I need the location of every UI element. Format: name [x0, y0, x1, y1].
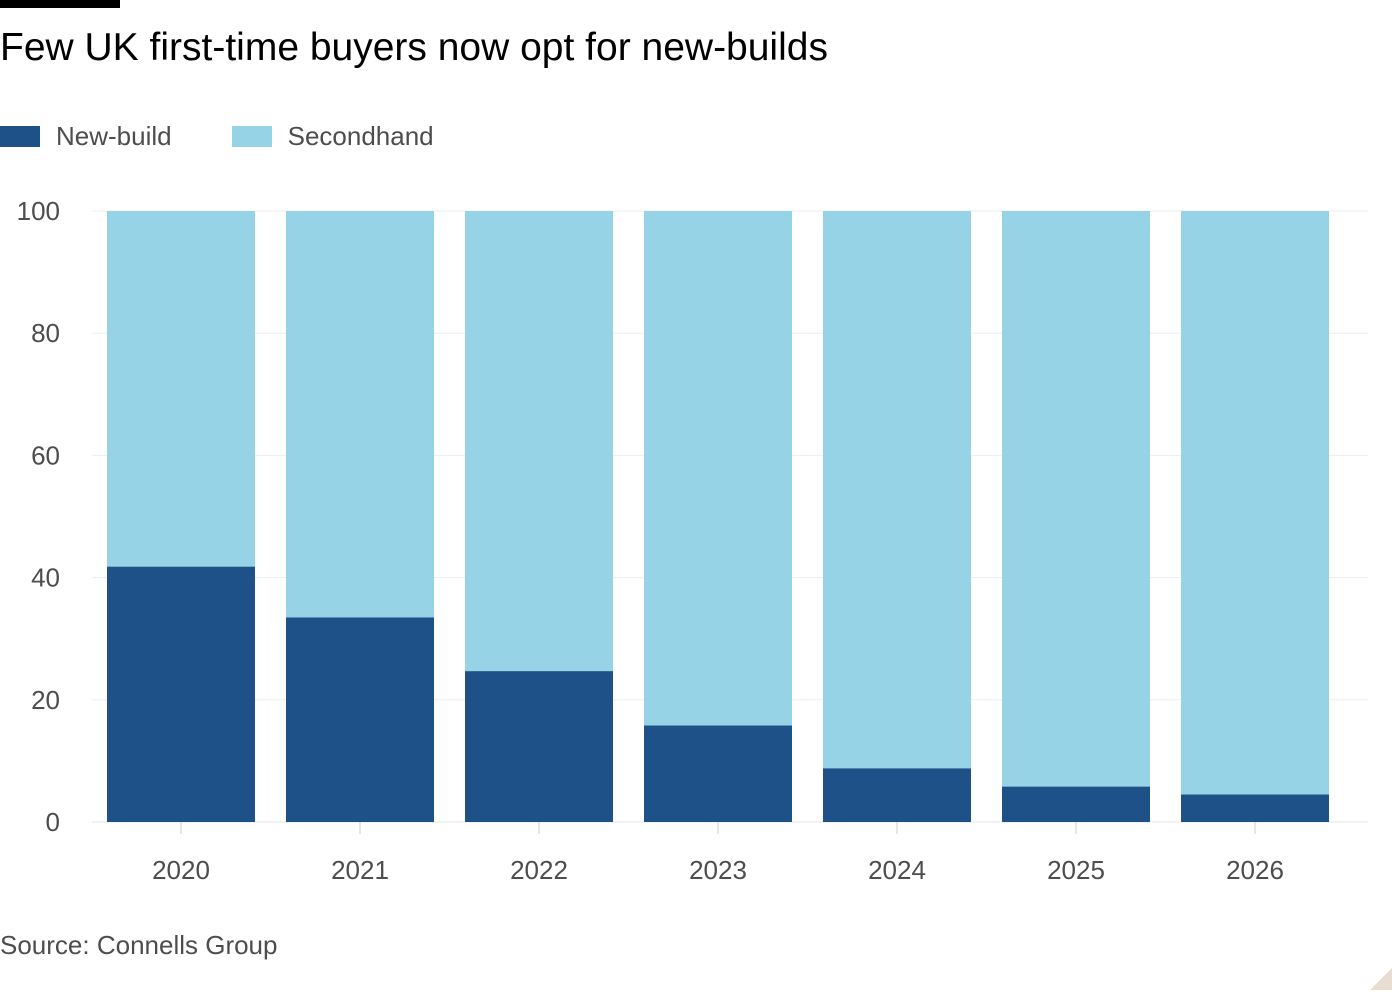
chart-title: Few UK first-time buyers now opt for new…	[0, 26, 828, 69]
corner-mark-icon	[1370, 968, 1392, 990]
bar-secondhand-2025	[1002, 211, 1150, 787]
x-tick-label: 2024	[868, 855, 926, 885]
y-tick-label: 80	[31, 318, 60, 348]
x-tick-label: 2020	[152, 855, 210, 885]
bar-new-build-2026	[1181, 794, 1329, 822]
legend-label-new-build: New-build	[56, 120, 172, 151]
bar-secondhand-2024	[823, 211, 971, 769]
x-tick-label: 2025	[1047, 855, 1105, 885]
legend-label-secondhand: Secondhand	[287, 120, 434, 151]
bar-new-build-2022	[465, 671, 613, 822]
y-tick-label: 100	[17, 196, 60, 226]
bar-new-build-2023	[644, 725, 792, 822]
bar-new-build-2021	[286, 617, 434, 822]
bar-new-build-2024	[823, 768, 971, 822]
y-tick-label: 60	[31, 440, 60, 470]
stacked-bar-chart: 0 20 40 60 80 100 2020 2021 2022 2023 2024 2025 2026	[17, 196, 1368, 885]
x-tick-label: 2023	[689, 855, 747, 885]
bar-new-build-2025	[1002, 786, 1150, 822]
y-tick-label: 0	[46, 807, 60, 837]
legend: New-build Secondhand	[0, 118, 494, 154]
bar-secondhand-2021	[286, 211, 434, 618]
legend-item-secondhand: Secondhand	[231, 120, 434, 152]
bar-secondhand-2023	[644, 211, 792, 726]
y-tick-label: 40	[31, 563, 60, 593]
legend-item-new-build: New-build	[0, 121, 172, 152]
x-tick-label: 2021	[331, 855, 389, 885]
x-tick-label: 2022	[510, 855, 568, 885]
bar-secondhand-2026	[1181, 211, 1329, 795]
legend-swatch-secondhand	[231, 125, 272, 147]
y-tick-label: 20	[31, 685, 60, 715]
legend-swatch-new-build	[0, 125, 40, 147]
source-note: Source: Connells Group	[0, 930, 278, 960]
bar-new-build-2020	[107, 566, 255, 822]
brand-bar	[0, 0, 120, 8]
x-tick-label: 2026	[1226, 855, 1284, 885]
bar-secondhand-2022	[465, 211, 613, 672]
bar-secondhand-2020	[107, 211, 255, 567]
